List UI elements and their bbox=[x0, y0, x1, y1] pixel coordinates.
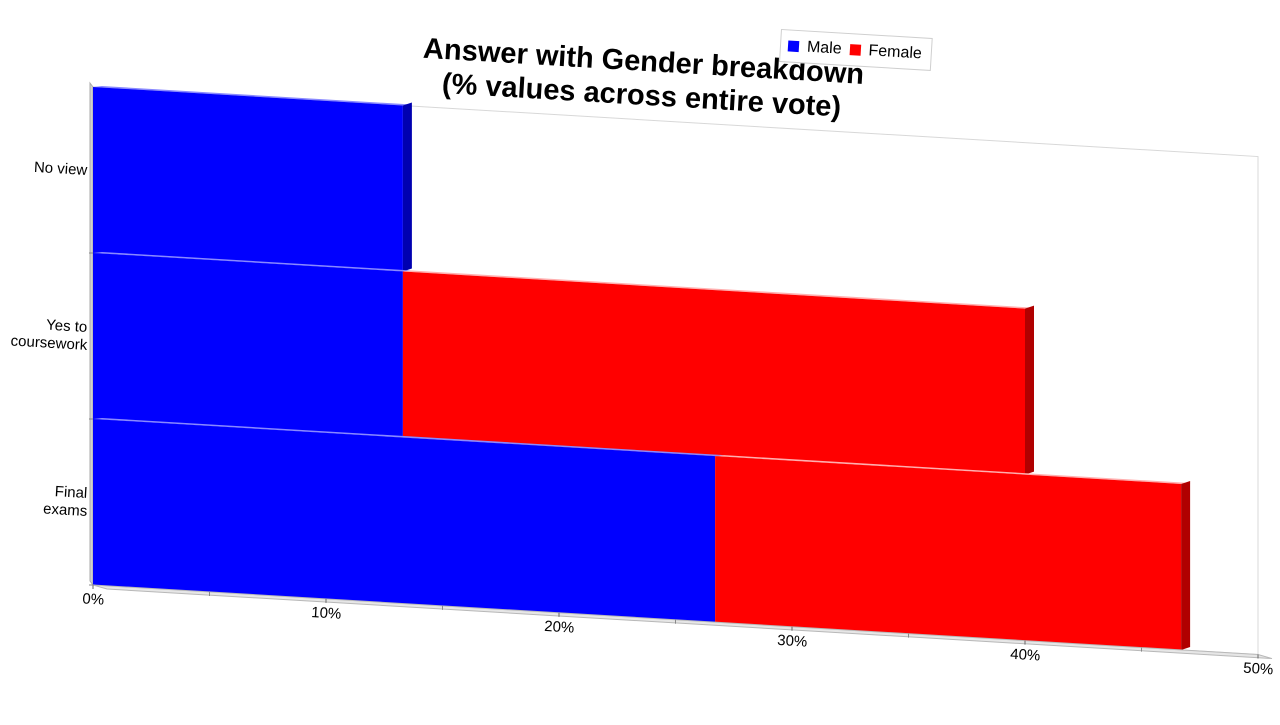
bar-top-male-0 bbox=[93, 86, 412, 106]
legend-item-male: Male bbox=[787, 37, 842, 58]
bar-top-female-2 bbox=[715, 455, 1191, 484]
legend-swatch-female bbox=[849, 44, 861, 56]
bar-female-2 bbox=[715, 456, 1182, 650]
bar-male-1 bbox=[93, 253, 403, 438]
x-tick-label-5: 50% bbox=[1243, 660, 1274, 679]
x-tick-label-1: 10% bbox=[311, 604, 342, 623]
x-tick-label-0: 0% bbox=[82, 590, 105, 608]
bar-side-2 bbox=[1181, 480, 1191, 650]
y-axis-wall bbox=[89, 81, 94, 587]
bar-top-female-1 bbox=[402, 270, 1034, 309]
legend-label-female: Female bbox=[868, 41, 923, 62]
x-tick-label-2: 20% bbox=[544, 618, 575, 637]
bar-female-1 bbox=[402, 271, 1025, 475]
y-category-label-2-1: exams bbox=[43, 500, 88, 520]
legend-item-female: Female bbox=[849, 41, 922, 63]
y-category-label-2-0: Final bbox=[54, 483, 87, 502]
bar-top-male-1 bbox=[93, 252, 412, 272]
bar-male-0 bbox=[93, 87, 403, 272]
bar-top-male-2 bbox=[93, 418, 725, 457]
x-tick-label-3: 30% bbox=[777, 632, 808, 651]
y-category-label-0-0: No view bbox=[33, 159, 87, 179]
y-category-label-1-0: Yes to bbox=[46, 317, 88, 336]
x-axis-floor bbox=[92, 584, 1273, 660]
legend-swatch-male bbox=[787, 40, 800, 53]
legend-label-male: Male bbox=[806, 38, 843, 58]
bar-side-0 bbox=[402, 102, 412, 272]
bar-male-2 bbox=[93, 419, 716, 623]
bar-side-1 bbox=[1025, 305, 1034, 475]
x-tick-label-4: 40% bbox=[1010, 646, 1041, 665]
y-category-label-1-1: coursework bbox=[10, 332, 88, 354]
